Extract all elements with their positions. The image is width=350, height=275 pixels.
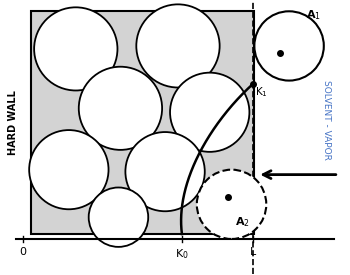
Ellipse shape (254, 11, 324, 81)
Text: SOLVENT - VAPOR: SOLVENT - VAPOR (322, 80, 331, 160)
Ellipse shape (34, 7, 118, 90)
Text: HARD WALL: HARD WALL (8, 90, 18, 155)
Text: A$_2$: A$_2$ (235, 215, 250, 229)
Ellipse shape (79, 67, 162, 150)
Ellipse shape (197, 170, 266, 239)
Ellipse shape (29, 130, 108, 209)
Text: A$_1$: A$_1$ (307, 8, 321, 22)
Ellipse shape (136, 4, 220, 87)
Bar (31, 11, 254, 234)
Text: K$_0$: K$_0$ (175, 247, 189, 261)
Ellipse shape (125, 132, 205, 211)
Ellipse shape (170, 73, 250, 152)
Text: L: L (250, 247, 257, 257)
Ellipse shape (89, 188, 148, 247)
Text: 0: 0 (20, 247, 27, 257)
Text: K$_1$: K$_1$ (255, 85, 268, 99)
